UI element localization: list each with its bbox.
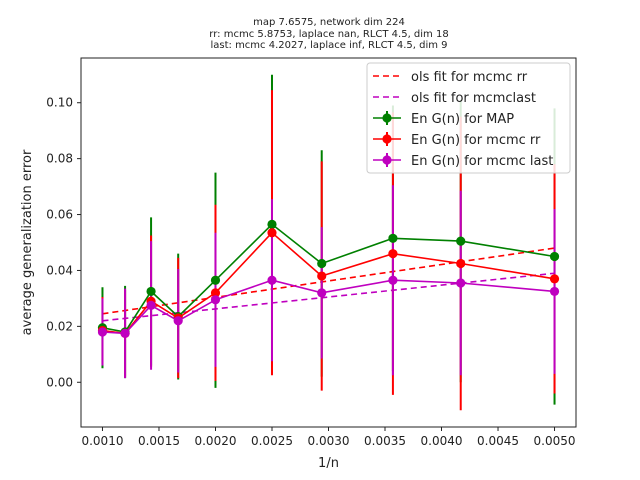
legend-entry: En G(n) for mcmc rr	[373, 132, 541, 148]
data-point	[388, 275, 398, 285]
data-point	[317, 271, 327, 281]
x-tick-label: 0.0030	[308, 434, 350, 448]
data-point	[549, 286, 560, 297]
data-point	[210, 275, 221, 285]
title-line: last: mcmc 4.2027, laplace inf, RLCT 4.5…	[210, 40, 447, 51]
data-point	[456, 236, 466, 246]
legend-label: En G(n) for mcmc rr	[411, 133, 541, 148]
data-point	[120, 328, 130, 338]
x-tick-label: 0.0040	[421, 434, 463, 448]
data-point	[173, 316, 183, 326]
x-tick-label: 0.0045	[477, 434, 519, 448]
axes: 0.0010 0.0015 0.0020 0.0025 0.0030 0.0035 0.00…	[20, 57, 577, 471]
legend-entry: En G(n) for MAP	[373, 111, 514, 127]
y-axis-label: average generalization error	[20, 149, 35, 335]
title-line: map 7.6575, network dim 224	[253, 17, 405, 28]
legend: ols fit for mcmc rr ols fit for mcmclast E…	[366, 62, 571, 174]
fit-line	[102, 247, 555, 315]
legend-label: ols fit for mcmclast	[411, 91, 536, 106]
x-tick-label: 0.0010	[81, 434, 123, 448]
x-tick-label: 0.0015	[138, 434, 180, 448]
legend-box	[366, 62, 571, 174]
data-point	[549, 251, 560, 262]
data-point	[267, 228, 277, 238]
legend-label: En G(n) for MAP	[411, 112, 514, 127]
y-tick-label: 0.00	[46, 375, 73, 389]
data-point	[210, 295, 221, 305]
data-point	[210, 288, 221, 298]
data-point	[317, 288, 327, 298]
data-point	[267, 219, 277, 229]
series-line	[102, 231, 555, 335]
legend-entry: En G(n) for mcmc last	[373, 153, 553, 169]
data-point	[146, 300, 156, 310]
series-line	[102, 223, 555, 333]
data-point	[267, 275, 277, 285]
data-point	[456, 278, 466, 288]
legend-label: ols fit for mcmc rr	[411, 70, 528, 85]
data-point	[388, 249, 398, 259]
x-axis-label: 1/n	[318, 456, 339, 471]
data-point	[388, 233, 398, 243]
data-point	[549, 274, 560, 284]
y-tick-label: 0.06	[46, 208, 73, 222]
data-point	[146, 286, 156, 297]
legend-swatch-marker	[382, 155, 392, 165]
y-tick-label: 0.10	[46, 96, 73, 110]
legend-swatch-marker	[382, 134, 392, 144]
legend-swatch-marker	[382, 113, 392, 123]
x-tick-label: 0.0035	[364, 434, 406, 448]
y-tick-label: 0.08	[46, 152, 73, 166]
series-line	[102, 279, 555, 335]
x-tick-label: 0.0025	[251, 434, 293, 448]
legend-label: En G(n) for mcmc last	[411, 154, 553, 169]
legend-entry: ols fit for mcmclast	[373, 91, 536, 106]
data-point	[97, 327, 108, 337]
legend-entry: ols fit for mcmc rr	[373, 70, 528, 85]
plot-area	[97, 74, 560, 411]
data-point	[317, 258, 327, 269]
y-tick-label: 0.04	[46, 263, 73, 277]
title-line: rr: mcmc 5.8753, laplace nan, RLCT 4.5, …	[209, 29, 448, 40]
x-tick-label: 0.0050	[534, 434, 576, 448]
y-tick-label: 0.02	[46, 319, 73, 333]
x-tick-label: 0.0020	[194, 434, 236, 448]
data-point	[456, 258, 466, 269]
